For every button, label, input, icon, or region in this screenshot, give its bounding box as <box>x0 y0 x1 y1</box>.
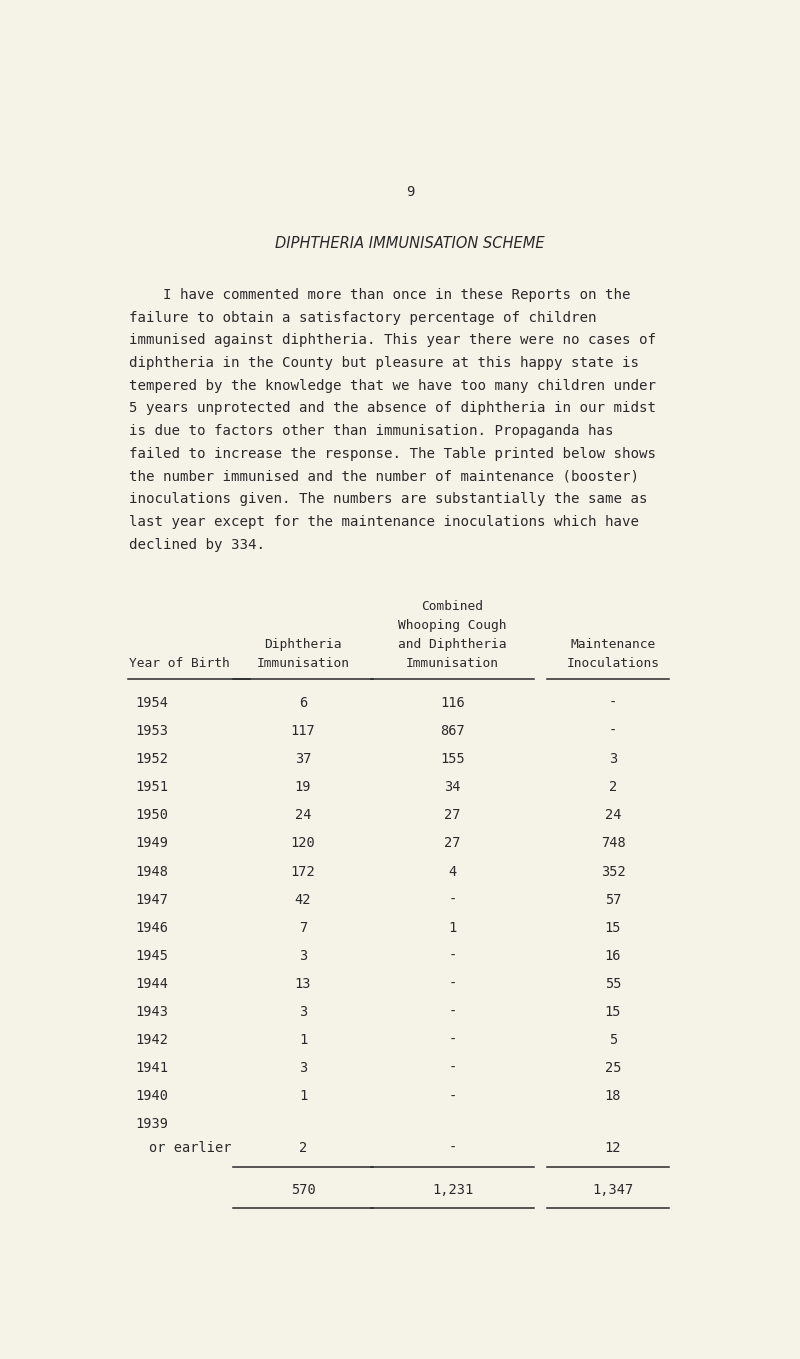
Text: -: - <box>449 893 457 906</box>
Text: 5: 5 <box>609 1033 617 1048</box>
Text: 34: 34 <box>444 780 461 794</box>
Text: 570: 570 <box>290 1182 315 1197</box>
Text: 1944: 1944 <box>136 977 169 991</box>
Text: 19: 19 <box>294 780 311 794</box>
Text: 1952: 1952 <box>136 752 169 766</box>
Text: -: - <box>609 724 617 738</box>
Text: 3: 3 <box>299 1061 307 1075</box>
Text: -: - <box>449 1006 457 1019</box>
Text: 867: 867 <box>440 724 465 738</box>
Text: 1943: 1943 <box>136 1006 169 1019</box>
Text: or earlier: or earlier <box>149 1140 231 1155</box>
Text: 57: 57 <box>605 893 622 906</box>
Text: 116: 116 <box>440 696 465 709</box>
Text: Whooping Cough: Whooping Cough <box>398 620 507 632</box>
Text: -: - <box>449 1140 457 1155</box>
Text: -: - <box>609 696 617 709</box>
Text: Diphtheria: Diphtheria <box>264 639 342 651</box>
Text: 12: 12 <box>605 1140 622 1155</box>
Text: last year except for the maintenance inoculations which have: last year except for the maintenance ino… <box>130 515 639 529</box>
Text: 748: 748 <box>601 836 626 851</box>
Text: Combined: Combined <box>422 601 484 613</box>
Text: Maintenance: Maintenance <box>570 639 656 651</box>
Text: -: - <box>449 1061 457 1075</box>
Text: 18: 18 <box>605 1090 622 1104</box>
Text: 1948: 1948 <box>136 864 169 878</box>
Text: 120: 120 <box>290 836 315 851</box>
Text: 1946: 1946 <box>136 921 169 935</box>
Text: 27: 27 <box>444 809 461 822</box>
Text: 2: 2 <box>299 1140 307 1155</box>
Text: 117: 117 <box>290 724 315 738</box>
Text: tempered by the knowledge that we have too many children under: tempered by the knowledge that we have t… <box>130 379 657 393</box>
Text: 1947: 1947 <box>136 893 169 906</box>
Text: 5 years unprotected and the absence of diphtheria in our midst: 5 years unprotected and the absence of d… <box>130 401 657 416</box>
Text: 7: 7 <box>299 921 307 935</box>
Text: Immunisation: Immunisation <box>406 656 499 670</box>
Text: 3: 3 <box>299 1006 307 1019</box>
Text: 1951: 1951 <box>136 780 169 794</box>
Text: 172: 172 <box>290 864 315 878</box>
Text: the number immunised and the number of maintenance (booster): the number immunised and the number of m… <box>130 470 639 484</box>
Text: immunised against diphtheria. This year there were no cases of: immunised against diphtheria. This year … <box>130 333 657 348</box>
Text: 37: 37 <box>294 752 311 766</box>
Text: 1941: 1941 <box>136 1061 169 1075</box>
Text: I have commented more than once in these Reports on the: I have commented more than once in these… <box>130 288 631 302</box>
Text: 1940: 1940 <box>136 1090 169 1104</box>
Text: declined by 334.: declined by 334. <box>130 538 266 552</box>
Text: 2: 2 <box>609 780 617 794</box>
Text: 1,347: 1,347 <box>593 1182 634 1197</box>
Text: 3: 3 <box>609 752 617 766</box>
Text: is due to factors other than immunisation. Propaganda has: is due to factors other than immunisatio… <box>130 424 614 438</box>
Text: 42: 42 <box>294 893 311 906</box>
Text: 1942: 1942 <box>136 1033 169 1048</box>
Text: 1: 1 <box>299 1090 307 1104</box>
Text: 25: 25 <box>605 1061 622 1075</box>
Text: Year of Birth: Year of Birth <box>130 656 230 670</box>
Text: 4: 4 <box>449 864 457 878</box>
Text: Inoculations: Inoculations <box>566 656 659 670</box>
Text: 1950: 1950 <box>136 809 169 822</box>
Text: failure to obtain a satisfactory percentage of children: failure to obtain a satisfactory percent… <box>130 311 597 325</box>
Text: 27: 27 <box>444 836 461 851</box>
Text: 13: 13 <box>294 977 311 991</box>
Text: -: - <box>449 977 457 991</box>
Text: failed to increase the response. The Table printed below shows: failed to increase the response. The Tab… <box>130 447 657 461</box>
Text: 24: 24 <box>294 809 311 822</box>
Text: diphtheria in the County but pleasure at this happy state is: diphtheria in the County but pleasure at… <box>130 356 639 370</box>
Text: 1953: 1953 <box>136 724 169 738</box>
Text: 15: 15 <box>605 921 622 935</box>
Text: 1,231: 1,231 <box>432 1182 474 1197</box>
Text: 9: 9 <box>406 185 414 198</box>
Text: 1: 1 <box>449 921 457 935</box>
Text: inoculations given. The numbers are substantially the same as: inoculations given. The numbers are subs… <box>130 492 648 507</box>
Text: 1954: 1954 <box>136 696 169 709</box>
Text: 6: 6 <box>299 696 307 709</box>
Text: 1945: 1945 <box>136 949 169 964</box>
Text: 55: 55 <box>605 977 622 991</box>
Text: 15: 15 <box>605 1006 622 1019</box>
Text: 155: 155 <box>440 752 465 766</box>
Text: 24: 24 <box>605 809 622 822</box>
Text: 1949: 1949 <box>136 836 169 851</box>
Text: and Diphtheria: and Diphtheria <box>398 639 507 651</box>
Text: -: - <box>449 949 457 964</box>
Text: 1939: 1939 <box>136 1117 169 1132</box>
Text: -: - <box>449 1090 457 1104</box>
Text: Immunisation: Immunisation <box>257 656 350 670</box>
Text: 16: 16 <box>605 949 622 964</box>
Text: 3: 3 <box>299 949 307 964</box>
Text: 1: 1 <box>299 1033 307 1048</box>
Text: -: - <box>449 1033 457 1048</box>
Text: 352: 352 <box>601 864 626 878</box>
Text: DIPHTHERIA IMMUNISATION SCHEME: DIPHTHERIA IMMUNISATION SCHEME <box>275 236 545 251</box>
